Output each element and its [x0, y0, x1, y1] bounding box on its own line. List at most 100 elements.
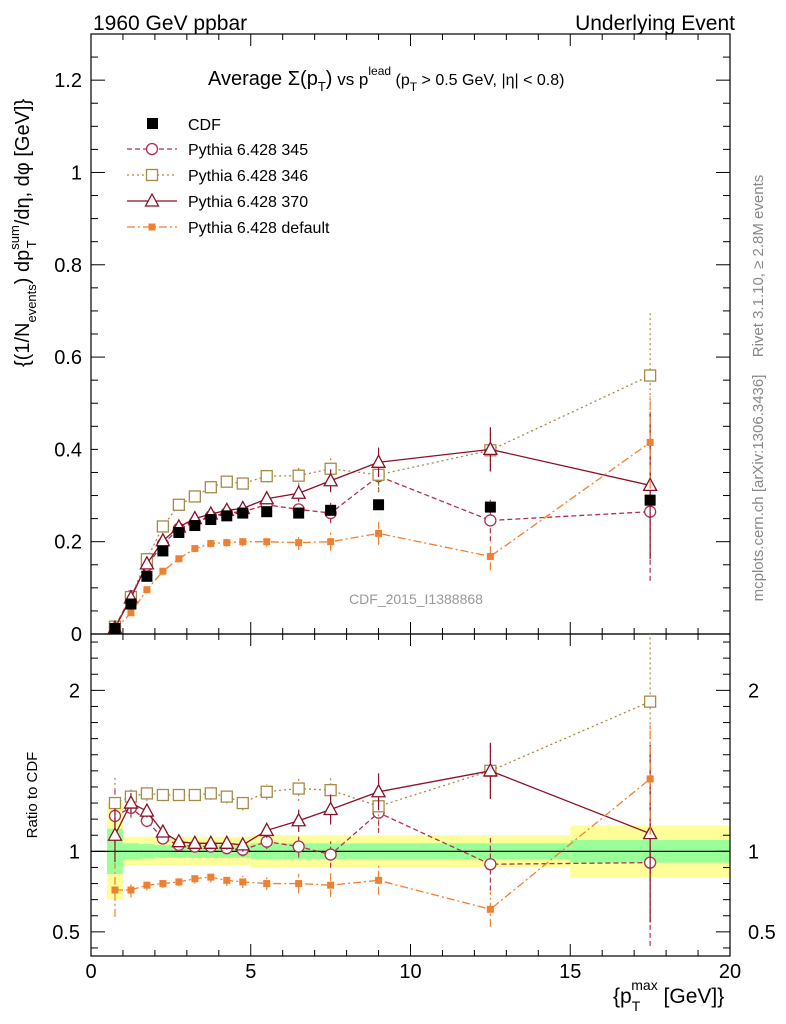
- ylabel-sub-events: events: [24, 284, 39, 323]
- point-main-p346: [236, 477, 249, 490]
- legend-marker-p345: [145, 142, 159, 156]
- main-plot-frame: [90, 33, 731, 635]
- point-main-p370: [259, 490, 275, 505]
- point-ratio-pdef: [223, 876, 231, 884]
- xlabel-sup: max: [631, 977, 657, 993]
- ylabel-c: /dη, dφ [GeV]}: [12, 99, 34, 226]
- point-ratio-p346: [292, 782, 305, 795]
- point-ratio-pdef: [486, 905, 494, 913]
- cdf-point: [141, 570, 153, 582]
- point-main-pdef: [327, 538, 335, 546]
- point-ratio-p370: [139, 802, 155, 817]
- y-tick-label-ratio: 0.5: [52, 922, 80, 944]
- x-tick-label: 20: [719, 961, 741, 983]
- point-main-pdef: [239, 538, 247, 546]
- title-part-rest: (p: [391, 72, 410, 89]
- point-main-p346: [220, 475, 233, 488]
- header-left: 1960 GeV ppbar: [93, 12, 247, 35]
- point-main-pdef: [646, 438, 654, 446]
- line-ratio-p346: [114, 701, 651, 807]
- legend-marker-cdf: [147, 118, 158, 129]
- point-main-pdef: [175, 555, 183, 563]
- point-ratio-pdef: [295, 880, 303, 888]
- x-tick-label: 10: [399, 961, 421, 983]
- cdf-point: [109, 622, 121, 634]
- y-tick-label-main: 0.6: [54, 347, 82, 369]
- legend-label-p345: Pythia 6.428 345: [188, 142, 308, 159]
- point-main-p346: [643, 369, 657, 382]
- point-main-pdef: [223, 539, 231, 547]
- point-ratio-p346: [140, 787, 154, 800]
- point-ratio-pdef: [175, 878, 183, 886]
- point-main-pdef: [127, 609, 135, 617]
- point-ratio-pdef: [207, 873, 215, 881]
- axis-ticks: 0 5 10 15 20 0 0.2 0.4 0.6 0.8 1 1.2 0.5 0.5 1 1 2 2: [52, 33, 776, 983]
- cdf-point: [237, 507, 249, 519]
- point-ratio-p370: [219, 834, 235, 849]
- legend-marker-pdef: [148, 223, 156, 231]
- point-ratio-pdef: [646, 775, 654, 783]
- point-main-pdef: [143, 586, 151, 594]
- point-ratio-pdef: [239, 878, 247, 886]
- x-tick-label: 5: [245, 961, 256, 983]
- point-ratio-p346: [156, 788, 170, 802]
- ylabel-a: {(1/N: [12, 323, 34, 367]
- point-ratio-p345: [260, 835, 273, 848]
- title-part-sub-t: T: [318, 79, 326, 94]
- point-main-p370: [291, 484, 307, 499]
- cdf-point: [644, 494, 656, 506]
- point-main-p370: [482, 441, 498, 456]
- point-main-pdef: [486, 552, 494, 560]
- point-main-pdef: [207, 540, 215, 548]
- legend-label-p370: Pythia 6.428 370: [188, 194, 308, 211]
- point-main-pdef: [159, 567, 167, 575]
- point-ratio-p370: [323, 801, 339, 816]
- cdf-point: [373, 499, 385, 511]
- cdf-point: [157, 545, 169, 557]
- cdf-point: [189, 520, 201, 532]
- point-ratio-p370: [259, 822, 275, 837]
- y-tick-label-main: 0.8: [54, 255, 82, 277]
- point-ratio-p370: [291, 812, 307, 827]
- point-ratio-p370: [187, 834, 203, 849]
- y-tick-label-ratio-right: 1: [748, 841, 759, 863]
- series-p346: [108, 310, 657, 830]
- point-ratio-p346: [236, 796, 249, 810]
- point-ratio-p346: [108, 796, 122, 810]
- y-tick-label-ratio-right: 0.5: [748, 922, 776, 944]
- point-ratio-pdef: [159, 880, 167, 888]
- point-ratio-p346: [172, 788, 186, 802]
- cdf-point: [261, 506, 273, 518]
- point-ratio-p346: [204, 787, 217, 800]
- title-part-lead: lead: [368, 64, 391, 78]
- point-ratio-pdef: [111, 886, 119, 894]
- title-part-vs: vs p: [332, 70, 368, 89]
- legend-marker-p346: [145, 168, 159, 182]
- point-ratio-p370: [171, 833, 187, 848]
- x-tick-label: 0: [85, 961, 96, 983]
- legend-marker-p370: [144, 192, 160, 207]
- legend-label-pdef: Pythia 6.428 default: [188, 220, 330, 237]
- cdf-point: [293, 507, 305, 519]
- title-part-close: ): [326, 68, 333, 90]
- chart-title: Average Σ(pT) vs plead (pT > 0.5 GeV, |η…: [208, 64, 564, 94]
- ratio-plot-frame: [90, 633, 731, 957]
- point-ratio-p370: [155, 823, 171, 838]
- point-main-pdef: [375, 529, 383, 537]
- legend-label-p346: Pythia 6.428 346: [188, 168, 308, 185]
- title-part-sigma: Σ(p: [288, 68, 318, 90]
- title-part-main: Average: [208, 68, 288, 90]
- point-main-p370: [370, 453, 387, 468]
- line-ratio-p345: [114, 807, 651, 865]
- ratio-y-axis-label: Ratio to CDF: [24, 752, 41, 839]
- point-main-p346: [188, 490, 201, 503]
- y-tick-label-main: 0.2: [54, 532, 82, 554]
- series-layer: [107, 310, 658, 946]
- analysis-watermark: CDF_2015_I1388868: [349, 591, 483, 607]
- point-ratio-p370: [107, 826, 123, 841]
- point-ratio-p346: [220, 790, 233, 803]
- cdf-data-layer: [109, 494, 656, 634]
- mcplots-label: mcplots.cern.ch [arXiv:1306.3436]: [750, 375, 767, 602]
- point-ratio-p346: [324, 784, 337, 797]
